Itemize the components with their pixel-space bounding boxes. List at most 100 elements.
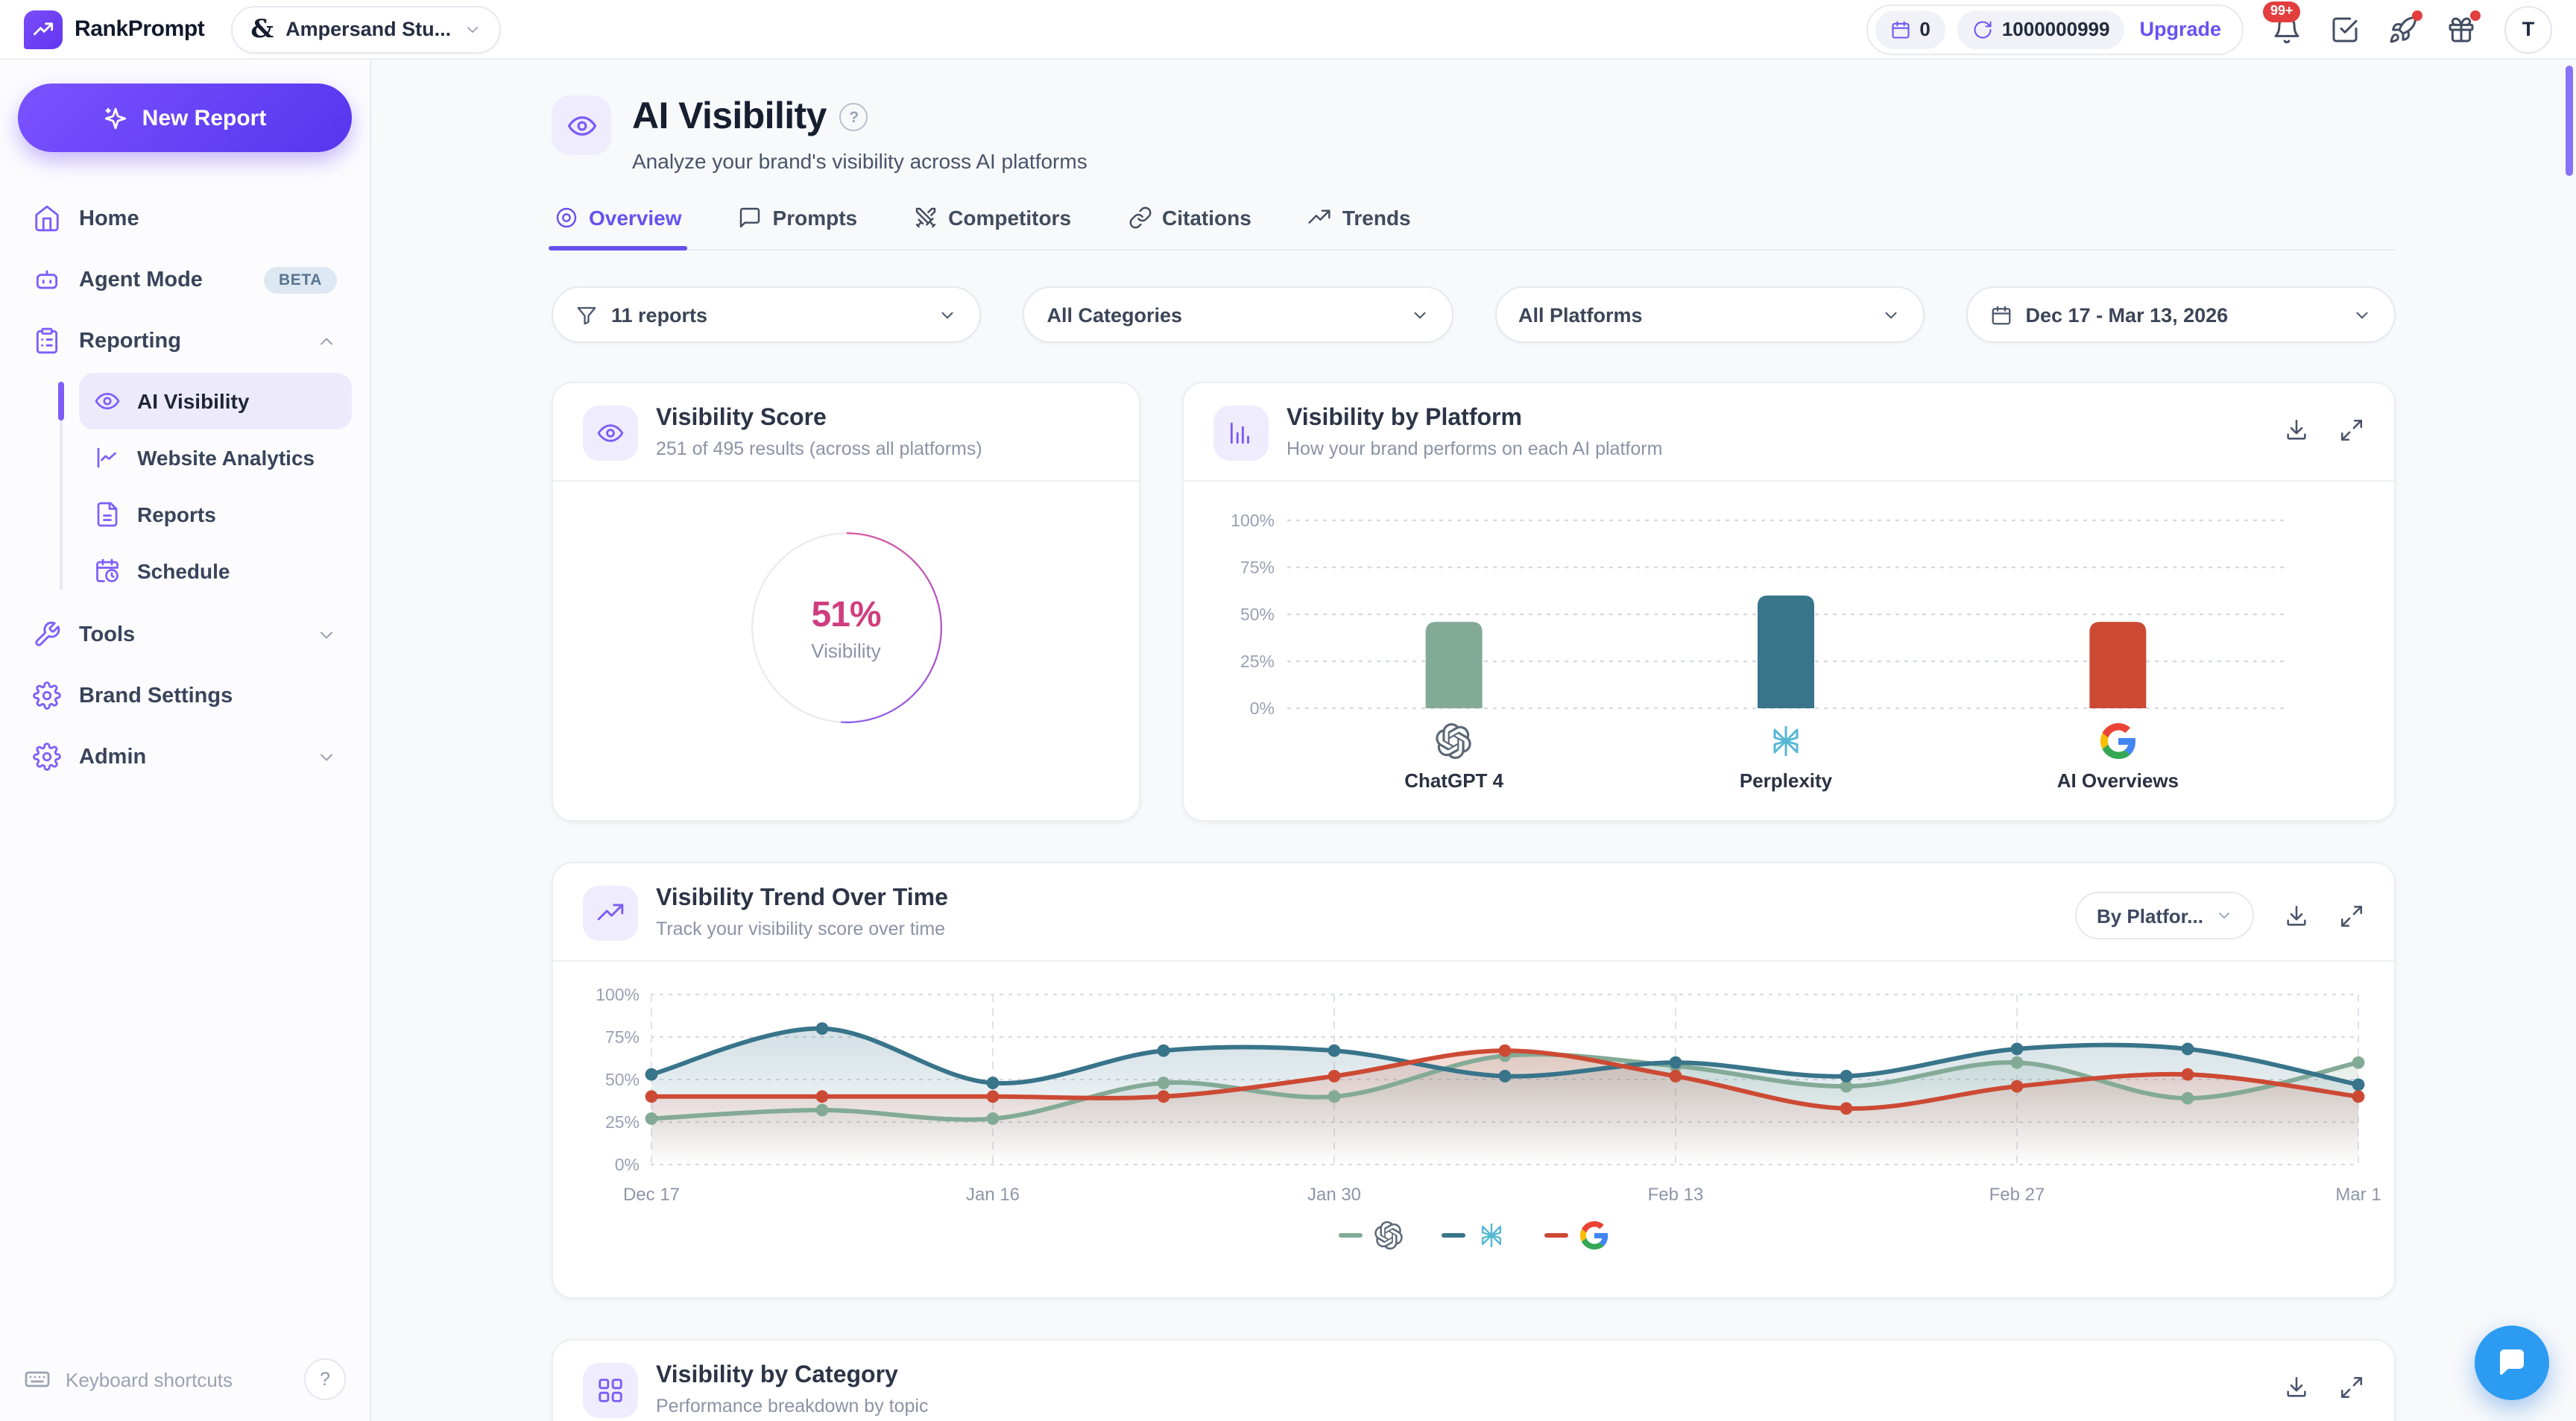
- sidebar-item-label: Website Analytics: [137, 446, 315, 470]
- chevron-down-icon: [320, 753, 333, 760]
- filter-bar: 11 reports All Categories All Platforms …: [552, 286, 2396, 343]
- chevron-down-icon: [467, 26, 478, 32]
- svg-text:Dec 17: Dec 17: [623, 1185, 680, 1205]
- sidebar-item-label: Brand Settings: [79, 684, 233, 708]
- credit-usage-value: 1000000999: [2001, 18, 2110, 40]
- platforms-filter[interactable]: All Platforms: [1494, 286, 1925, 343]
- sidebar-item-schedule[interactable]: Schedule: [79, 543, 352, 599]
- svg-text:Jan 16: Jan 16: [966, 1185, 1020, 1205]
- refresh-icon: [1974, 20, 1992, 38]
- tab-label: Prompts: [772, 206, 858, 230]
- top-bar-right: 0 1000000999 Upgrade 99+: [1866, 1, 2552, 54]
- expand-button[interactable]: [2339, 1375, 2364, 1400]
- workspace-selector[interactable]: & Ampersand Stu...: [231, 5, 501, 53]
- card-header: Visibility Score 251 of 495 results (acr…: [553, 383, 1139, 482]
- scrollbar-thumb[interactable]: [2566, 66, 2573, 176]
- sidebar-item-reporting[interactable]: Reporting: [18, 310, 352, 371]
- tasks-button[interactable]: [2330, 14, 2360, 44]
- eye-icon: [597, 424, 624, 442]
- top-bar: RankPrompt & Ampersand Stu... 0 10000009…: [0, 0, 2576, 60]
- page-help-icon[interactable]: ?: [839, 103, 868, 131]
- file-text-icon: [97, 502, 118, 527]
- visibility-donut-chart: 51% Visibility: [751, 532, 941, 723]
- help-button[interactable]: ?: [304, 1358, 346, 1400]
- upgrade-link[interactable]: Upgrade: [2139, 18, 2221, 40]
- expand-button[interactable]: [2339, 418, 2364, 443]
- svg-text:100%: 100%: [1231, 511, 1275, 530]
- user-avatar[interactable]: T: [2504, 5, 2552, 53]
- chevron-down-icon: [1885, 311, 1896, 318]
- sidebar-item-brand-settings[interactable]: Brand Settings: [18, 665, 352, 726]
- tab-overview[interactable]: Overview: [548, 200, 689, 251]
- notifications-button[interactable]: 99+: [2263, 1, 2302, 44]
- group-by-select[interactable]: By Platfor...: [2075, 892, 2254, 939]
- sidebar-item-label: Reporting: [79, 329, 181, 353]
- platform-label: Perplexity: [1739, 769, 1833, 792]
- chevron-down-icon: [2356, 311, 2368, 318]
- sidebar-item-ai-visibility[interactable]: AI Visibility: [58, 373, 352, 429]
- donut-caption: Visibility: [811, 639, 881, 661]
- svg-text:Feb 27: Feb 27: [1989, 1185, 2045, 1205]
- tab-citations[interactable]: Citations: [1125, 200, 1254, 249]
- page-header: AI Visibility ? Analyze your brand's vis…: [552, 95, 2396, 173]
- sidebar-item-reports[interactable]: Reports: [79, 486, 352, 543]
- platform-col-ai-overviews: AI Overviews: [1952, 723, 2284, 792]
- sidebar-item-home[interactable]: Home: [18, 188, 352, 249]
- rewards-button[interactable]: [2446, 10, 2481, 44]
- legend-item-ai-overviews: [1544, 1221, 1609, 1250]
- tab-competitors[interactable]: Competitors: [911, 200, 1074, 249]
- swords-icon: [915, 207, 936, 228]
- platform-label: ChatGPT 4: [1404, 769, 1504, 792]
- reports-filter[interactable]: 11 reports: [552, 286, 982, 343]
- gift-icon: [2449, 16, 2474, 42]
- sidebar: New Report Home Agent Mode BETA Reportin…: [0, 60, 371, 1421]
- categories-filter[interactable]: All Categories: [1023, 286, 1453, 343]
- date-range-filter[interactable]: Dec 17 - Mar 13, 2026: [1966, 286, 2396, 343]
- sidebar-item-website-analytics[interactable]: Website Analytics: [79, 429, 352, 486]
- visibility-by-category-card: Visibility by Category Performance break…: [552, 1339, 2396, 1421]
- rankprompt-logo[interactable]: [24, 10, 63, 48]
- funnel-icon: [577, 306, 596, 324]
- calendar-icon: [1992, 305, 2010, 324]
- check-square-icon: [2332, 16, 2358, 42]
- svg-text:25%: 25%: [1240, 652, 1275, 671]
- sidebar-item-label: Schedule: [137, 559, 230, 583]
- expand-button[interactable]: [2339, 903, 2364, 928]
- card-title: Visibility by Category: [656, 1363, 898, 1388]
- categories-filter-value: All Categories: [1046, 303, 1183, 326]
- calendar-icon: [1891, 20, 1909, 38]
- legend-dash: [1339, 1232, 1363, 1238]
- visibility-trend-card: Visibility Trend Over Time Track your vi…: [552, 862, 2396, 1299]
- visibility-by-platform-card: Visibility by Platform How your brand pe…: [1182, 382, 2396, 822]
- tab-label: Competitors: [948, 206, 1072, 230]
- platform-chart-body: 0% 25% 50% 75% 100% ChatGPT 4 Perplexity: [1184, 482, 2394, 792]
- card-subtitle: Track your visibility score over time: [656, 919, 946, 939]
- grid-icon: [599, 1379, 622, 1402]
- sidebar-item-agent-mode[interactable]: Agent Mode BETA: [18, 249, 352, 310]
- download-button[interactable]: [2284, 418, 2309, 443]
- card-actions: [2284, 406, 2364, 443]
- sidebar-item-admin[interactable]: Admin: [18, 726, 352, 787]
- keyboard-icon: [25, 1371, 50, 1387]
- tab-trends[interactable]: Trends: [1305, 200, 1414, 249]
- platform-labels: ChatGPT 4 Perplexity AI Overviews: [1288, 723, 2284, 792]
- page-title: AI Visibility: [632, 95, 827, 137]
- download-button[interactable]: [2284, 1375, 2309, 1400]
- eye-icon: [95, 392, 120, 410]
- grid-icon-tile: [583, 1363, 638, 1418]
- sidebar-item-tools[interactable]: Tools: [18, 604, 352, 665]
- usage-pill[interactable]: 0 1000000999 Upgrade: [1866, 4, 2244, 54]
- tab-bar: Overview Prompts Competitors Citations T…: [548, 200, 2396, 251]
- tab-label: Citations: [1162, 206, 1251, 230]
- svg-text:0%: 0%: [1250, 699, 1275, 718]
- keyboard-shortcuts-label: Keyboard shortcuts: [66, 1368, 233, 1390]
- tab-prompts[interactable]: Prompts: [736, 200, 861, 249]
- card-header: Visibility by Category Performance break…: [553, 1340, 2394, 1421]
- download-button[interactable]: [2284, 903, 2309, 928]
- sidebar-item-label: Admin: [79, 745, 147, 769]
- trending-up-icon: [597, 904, 624, 921]
- new-report-button[interactable]: New Report: [18, 84, 352, 152]
- chat-widget-button[interactable]: [2475, 1326, 2549, 1400]
- brand-name: RankPrompt: [75, 16, 205, 42]
- whats-new-button[interactable]: [2388, 10, 2422, 44]
